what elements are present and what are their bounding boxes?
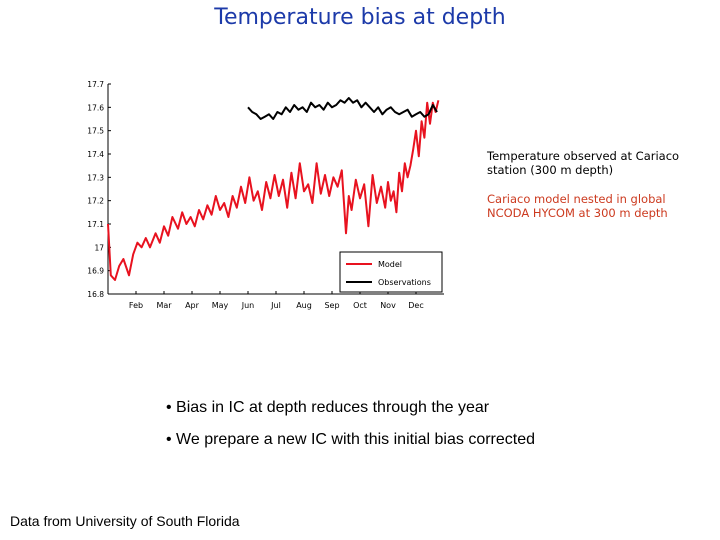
data-source-credit: Data from University of South Florida (10, 513, 240, 529)
y-tick-label: 17 (94, 243, 104, 252)
series-line-observations (247, 97, 438, 120)
x-tick-label: Sep (324, 301, 339, 310)
temperature-chart: 17.7 17.6 17.5 17.4 17.3 17.2 17.1 17 16.9 16.8 Fe… (87, 80, 444, 310)
x-tick-label: Feb (129, 301, 143, 310)
y-tick-label: 17.1 (87, 220, 104, 229)
x-tick-label: Nov (380, 301, 396, 310)
x-tick-label: Mar (156, 301, 172, 310)
x-tick-label: Jul (270, 301, 281, 310)
y-tick-label: 17.5 (87, 127, 104, 136)
bullet-new-ic: • We prepare a new IC with this initial … (166, 431, 536, 448)
y-tick-label: 17.3 (87, 173, 104, 182)
y-tick-label: 17.4 (87, 150, 104, 159)
legend-label-model: Model (378, 260, 402, 269)
bullet-bias-reduces: • Bias in IC at depth reduces through th… (166, 399, 490, 416)
slide-title: Temperature bias at depth (214, 5, 506, 30)
x-tick-label: Jun (241, 301, 255, 310)
x-tick-label: Dec (408, 301, 423, 310)
x-tick-label: Oct (353, 301, 367, 310)
y-tick-label: 16.9 (87, 267, 104, 276)
legend-label-observations: Observations (378, 278, 431, 287)
y-tick-label: 17.2 (87, 197, 104, 206)
legend-box (339, 251, 443, 293)
x-tick-label: Apr (185, 301, 200, 310)
model-note: Cariaco model nested in global NCODA HYC… (487, 192, 668, 220)
observed-note: Temperature observed at Cariaco station … (487, 149, 680, 177)
series-line-model (107, 100, 440, 281)
x-tick-label: May (212, 301, 229, 310)
x-tick-label: Aug (296, 301, 312, 310)
y-tick-label: 16.8 (87, 290, 104, 299)
y-tick-label: 17.7 (87, 80, 104, 89)
y-tick-label: 17.6 (87, 103, 104, 112)
